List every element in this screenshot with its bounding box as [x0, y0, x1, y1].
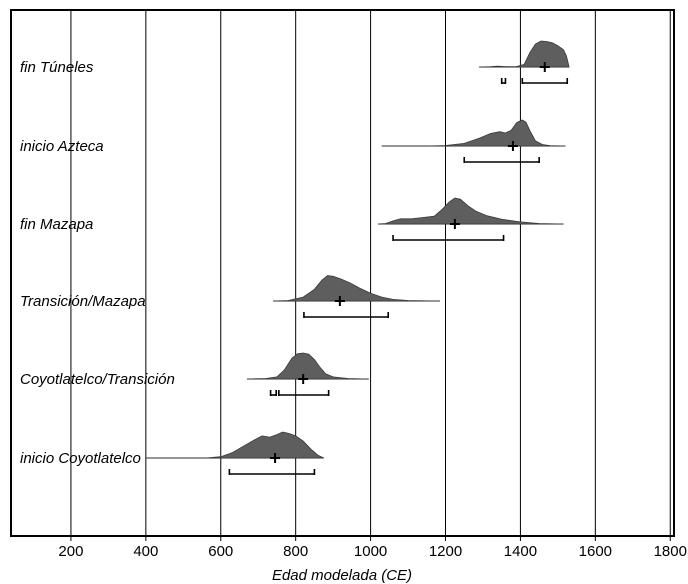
phase-row: inicio Coyotlatelco [20, 431, 324, 475]
phase-row: Coyotlatelco/Transición [20, 352, 369, 396]
phase-row: fin Túneles [20, 40, 570, 84]
tick-label-1200: 1200 [429, 543, 462, 560]
density-curve [246, 352, 369, 380]
phase-label: fin Mazapa [20, 216, 93, 233]
density-curve [273, 275, 440, 302]
phase-row: Transición/Mazapa [20, 275, 440, 318]
x-axis-title: Edad modelada (CE) [272, 567, 412, 584]
phase-label: inicio Coyotlatelco [20, 450, 141, 467]
density-curve [378, 197, 564, 225]
tick-label-1800: 1800 [654, 543, 687, 560]
phase-rows: fin Túneles inicio Azteca fin Mazapa Transi… [20, 40, 570, 475]
tick-label-600: 600 [208, 543, 233, 560]
tick-label-1000: 1000 [354, 543, 387, 560]
grid-lines [70, 10, 671, 536]
phase-label: fin Túneles [20, 59, 94, 76]
tick-label-1400: 1400 [504, 543, 537, 560]
tick-label-400: 400 [133, 543, 158, 560]
tick-label-800: 800 [283, 543, 308, 560]
phase-label: inicio Azteca [20, 138, 104, 155]
tick-label-1600: 1600 [579, 543, 612, 560]
phase-row: fin Mazapa [20, 197, 564, 241]
density-curve [145, 431, 324, 459]
phase-row: inicio Azteca [20, 119, 566, 163]
tick-label-200: 200 [58, 543, 83, 560]
density-curve [381, 119, 566, 147]
density-curve [479, 40, 570, 68]
phase-label: Transición/Mazapa [20, 293, 146, 310]
phase-label: Coyotlatelco/Transición [20, 371, 175, 388]
plot-frame [10, 9, 675, 537]
x-axis-ticks: 200 400 600 800 1000 1200 1400 1600 1800 [58, 536, 687, 560]
